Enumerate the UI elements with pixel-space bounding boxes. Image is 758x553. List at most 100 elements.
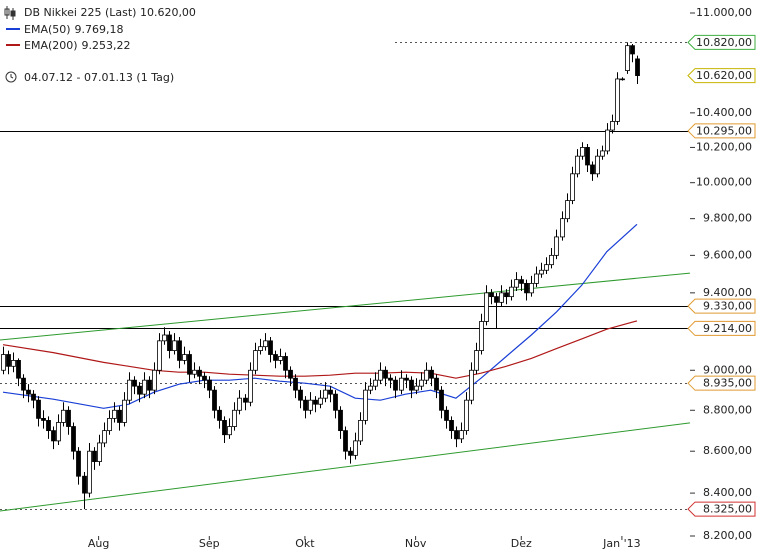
candle-body [172, 340, 177, 351]
candle-body [484, 292, 489, 322]
candle-body [313, 399, 318, 405]
candle-body [373, 379, 378, 387]
candle-body [630, 45, 635, 55]
candle-body [524, 283, 529, 294]
candle-body [414, 385, 419, 391]
candle-body [56, 422, 61, 442]
candle-body [615, 78, 620, 122]
candle-body [82, 475, 87, 494]
x-tick-label: Sep [199, 537, 220, 550]
candle-body [167, 334, 172, 351]
candle-body [26, 389, 31, 395]
candle-body [41, 417, 46, 421]
candle-body [338, 409, 343, 432]
candle-body [409, 379, 414, 391]
candle-body [253, 350, 258, 371]
candle-body [383, 369, 388, 379]
candle-body [429, 369, 434, 379]
candle-body [31, 393, 36, 401]
candle-body [192, 369, 197, 375]
candle-body [6, 354, 11, 367]
candle-body [499, 292, 504, 303]
candle-body [343, 430, 348, 452]
candle-body [504, 292, 509, 298]
candle-body [1, 354, 6, 371]
y-tick-label: 9.600,00 [703, 248, 752, 261]
candle-body [333, 393, 338, 411]
y-tick-label: 9.000,00 [703, 363, 752, 376]
candle-body [232, 409, 237, 427]
candle-body [605, 129, 610, 152]
candle-body [237, 397, 242, 411]
level-label: 10.820,00 [696, 36, 752, 49]
candle-body [303, 399, 308, 411]
candle-body [519, 279, 524, 284]
candle-body [580, 147, 585, 157]
candle-body [600, 150, 605, 157]
candle-body [132, 379, 137, 387]
level-label: 10.620,00 [696, 69, 752, 82]
y-tick-label: 9.400,00 [703, 286, 752, 299]
candle-body [122, 399, 127, 423]
candle-body [378, 369, 383, 381]
candle-body [87, 450, 92, 494]
candle-body [263, 340, 268, 348]
candle-body [182, 354, 187, 361]
candle-body [489, 292, 494, 298]
trendline [0, 422, 691, 512]
candle-body [21, 377, 26, 391]
candle-body [590, 164, 595, 175]
y-tick-label: 10.000,00 [696, 176, 752, 189]
candle-body [212, 389, 217, 411]
candle-body [248, 369, 253, 403]
candle-body [353, 440, 358, 456]
x-tick-label: Dez [511, 537, 532, 550]
candle-body [419, 379, 424, 387]
clock-icon [5, 71, 17, 83]
candle-body [202, 375, 207, 381]
candle-body [243, 397, 248, 403]
y-tick-label: 8.200,00 [703, 529, 752, 542]
x-tick-label: Okt [295, 537, 315, 550]
level-box [687, 34, 756, 50]
candle-body [534, 273, 539, 284]
candle-body [283, 356, 288, 371]
x-tick-label: Jan '13 [602, 537, 640, 550]
candle-body [585, 147, 590, 166]
candle-body [76, 450, 81, 477]
candle-body [127, 379, 132, 401]
level-box [687, 501, 756, 517]
candle-body [620, 78, 625, 81]
candle-body [464, 399, 469, 432]
candle-body [152, 369, 157, 391]
candle-body [514, 279, 519, 288]
candle-body [399, 377, 404, 391]
candle-body [157, 340, 162, 371]
candle-body [46, 420, 51, 432]
candle-body [298, 389, 303, 401]
candle-body [363, 389, 368, 421]
candle-body [288, 369, 293, 379]
y-tick-label: 11.000,00 [696, 6, 752, 19]
candle-body [227, 426, 232, 436]
candle-body [11, 360, 16, 367]
period-label: 04.07.12 - 07.01.13 (1 Tag) [24, 71, 174, 84]
y-tick-label: 8.800,00 [703, 403, 752, 416]
candle-body [439, 389, 444, 411]
candle-body [494, 296, 499, 303]
candle-body [137, 385, 142, 395]
candle-body [393, 379, 398, 391]
candle-body [197, 369, 202, 377]
candle-body [268, 340, 273, 355]
candle-body [217, 409, 222, 421]
candle-body [560, 218, 565, 238]
candle-body [595, 155, 600, 175]
level-box [687, 298, 756, 314]
candle-body [147, 379, 152, 391]
candle-body [368, 385, 373, 391]
candle-body [635, 58, 640, 76]
level-box [687, 320, 756, 336]
candle-body [318, 397, 323, 405]
candle-body [424, 369, 429, 381]
candle-body [565, 200, 570, 220]
